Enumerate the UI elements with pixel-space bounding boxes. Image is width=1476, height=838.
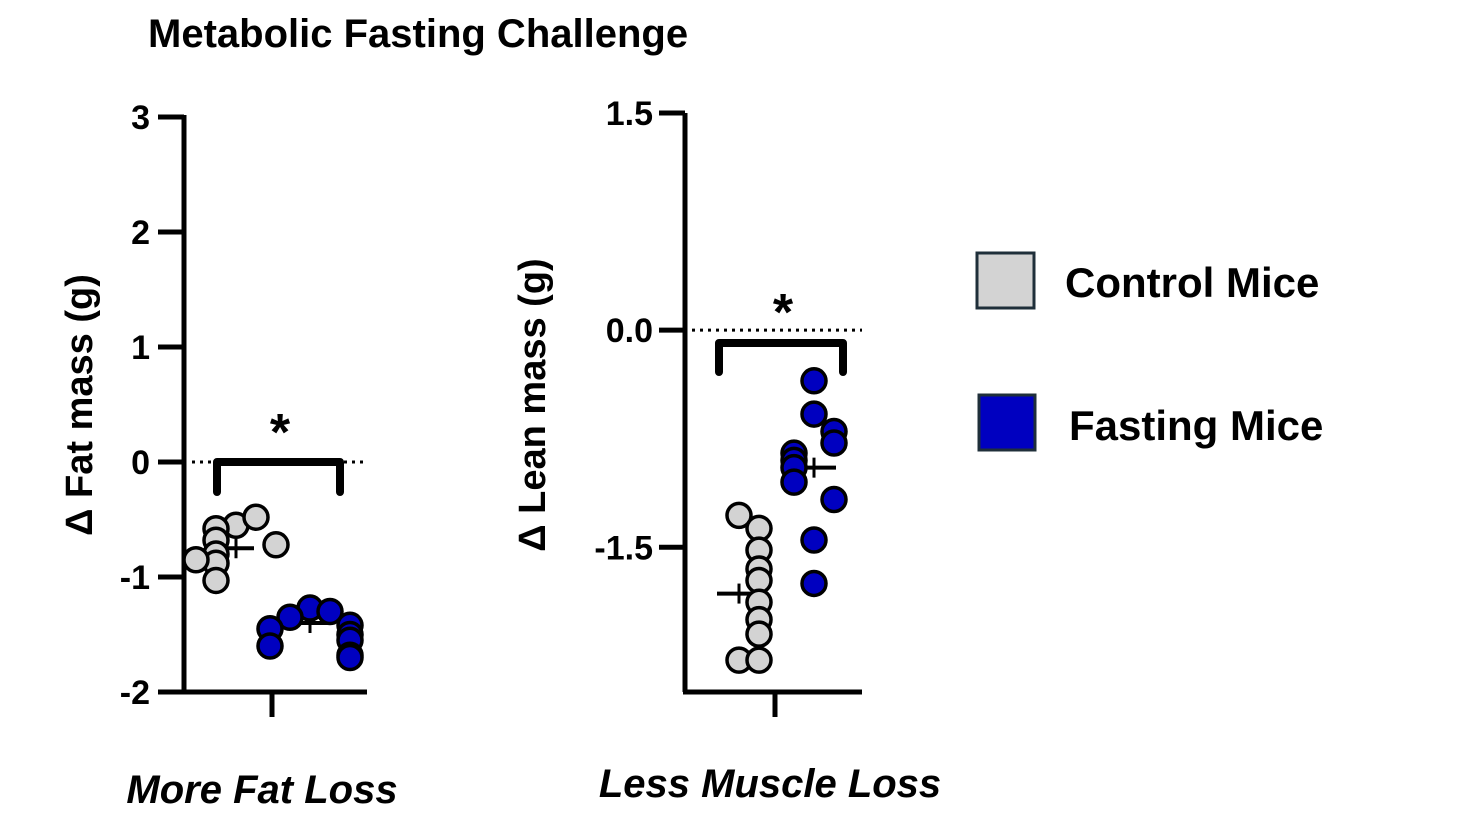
legend-swatch-control bbox=[975, 251, 1036, 310]
lean-mass-y-axis-label: Δ Lean mass (g) bbox=[512, 258, 554, 551]
fat-mass-y-axis-label: Δ Fat mass (g) bbox=[59, 274, 101, 536]
legend-label-control: Control Mice bbox=[1065, 259, 1319, 306]
fat-mass-significance-star: * bbox=[270, 404, 291, 462]
lean-mass-data-point bbox=[820, 485, 848, 514]
fat-mass-data-point bbox=[276, 603, 304, 631]
fat-mass-data-point bbox=[316, 597, 344, 626]
lean-mass-data-point bbox=[800, 367, 828, 395]
lean-mass-y-tick-label: 0.0 bbox=[606, 312, 653, 350]
legend-label-fasting: Fasting Mice bbox=[1069, 402, 1323, 449]
fat-mass-data-point bbox=[262, 531, 290, 559]
lean-mass-significance-star: * bbox=[773, 284, 794, 342]
legend: Control Mice Fasting Mice bbox=[975, 251, 1323, 452]
figure-title: Metabolic Fasting Challenge bbox=[148, 12, 688, 56]
lean-mass-data-point bbox=[800, 400, 828, 428]
legend-swatch-fasting bbox=[977, 393, 1037, 452]
fat-mass-panel: Δ Fat mass (g) 3 2 1 0 -1 -2 * More Fat Loss bbox=[59, 99, 398, 812]
lean-mass-significance-bracket bbox=[715, 339, 847, 376]
lean-mass-data-point bbox=[780, 468, 808, 496]
fat-mass-y-tick-label: 3 bbox=[131, 99, 150, 137]
lean-mass-data-point bbox=[800, 526, 828, 554]
lean-mass-y-tick-label: -1.5 bbox=[594, 529, 653, 567]
lean-mass-y-tick-label: 1.5 bbox=[606, 95, 653, 133]
fat-mass-data-point bbox=[202, 566, 230, 595]
lean-mass-data-point bbox=[745, 620, 773, 648]
fat-mass-caption: More Fat Loss bbox=[126, 768, 397, 812]
lean-mass-data-point bbox=[820, 429, 848, 457]
fat-mass-data-point bbox=[242, 503, 270, 531]
lean-mass-data-point bbox=[745, 646, 773, 674]
fat-mass-y-tick-label: -1 bbox=[120, 559, 150, 597]
fat-mass-y-tick-label: -2 bbox=[120, 674, 150, 712]
fat-mass-data-point bbox=[256, 632, 284, 660]
fat-mass-significance-bracket bbox=[213, 458, 344, 496]
lean-mass-panel: Δ Lean mass (g) 1.5 0.0 -1.5 * Less Muscle… bbox=[512, 95, 941, 806]
fat-mass-y-tick-label: 1 bbox=[131, 329, 150, 367]
lean-mass-data-point bbox=[800, 569, 828, 598]
lean-mass-data-point bbox=[725, 501, 753, 530]
lean-mass-caption: Less Muscle Loss bbox=[599, 762, 941, 806]
fat-mass-y-tick-label: 0 bbox=[131, 444, 150, 482]
fat-mass-data-point bbox=[182, 546, 210, 574]
fat-mass-data-point bbox=[336, 643, 364, 672]
fat-mass-y-tick-label: 2 bbox=[131, 214, 150, 252]
